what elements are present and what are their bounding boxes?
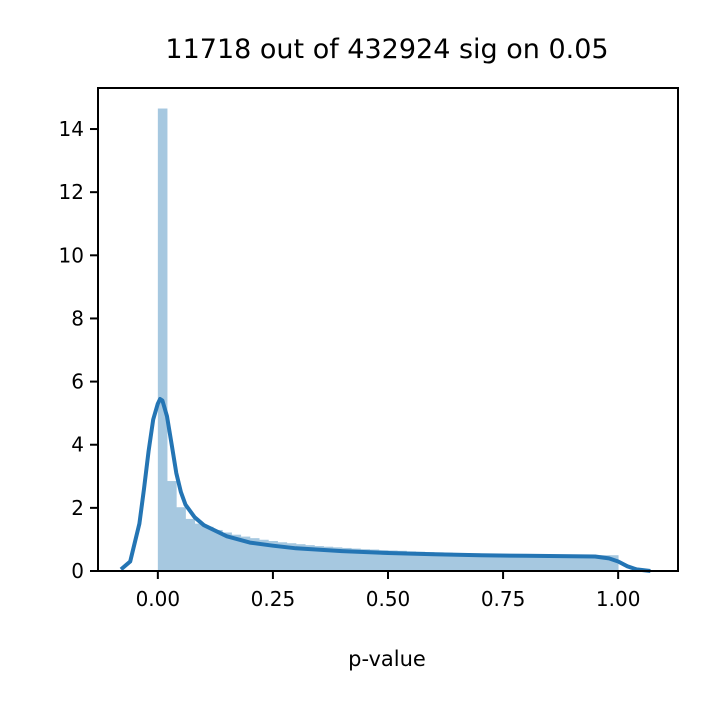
x-tick-label: 1.00 bbox=[596, 587, 641, 611]
histogram-bar bbox=[397, 550, 407, 571]
y-tick-label: 4 bbox=[71, 433, 84, 457]
histogram-bar bbox=[562, 555, 573, 571]
histogram-bar bbox=[231, 534, 242, 571]
y-axis: 0 2 4 6 8 10 12 14 bbox=[59, 117, 98, 583]
histogram-bar bbox=[553, 554, 564, 571]
histogram-bar bbox=[157, 108, 168, 572]
histogram-bar bbox=[295, 544, 306, 571]
histogram-bar bbox=[434, 552, 444, 571]
chart-title: 11718 out of 432924 sig on 0.05 bbox=[165, 34, 608, 65]
histogram-bar bbox=[470, 553, 481, 571]
histogram-bar bbox=[415, 551, 426, 571]
histogram-bar bbox=[581, 555, 591, 571]
kde-line bbox=[119, 397, 651, 573]
histogram-bar bbox=[608, 555, 619, 571]
histogram-bar bbox=[332, 547, 343, 571]
histogram-bar bbox=[305, 545, 315, 571]
histogram-bar bbox=[572, 555, 582, 571]
y-tick-label: 6 bbox=[71, 370, 84, 394]
y-tick-label: 0 bbox=[71, 559, 84, 583]
x-tick-label: 0.00 bbox=[136, 587, 181, 611]
x-tick-label: 0.50 bbox=[366, 587, 411, 611]
histogram-bar bbox=[194, 523, 205, 571]
histogram-bar bbox=[351, 548, 361, 571]
y-tick-label: 12 bbox=[59, 180, 84, 204]
histogram-bar bbox=[590, 555, 601, 571]
x-tick-label: 0.25 bbox=[251, 587, 296, 611]
histogram-bar bbox=[369, 549, 380, 571]
y-tick-label: 14 bbox=[59, 117, 84, 141]
histogram-bar bbox=[516, 554, 527, 571]
histogram-bar bbox=[268, 541, 278, 571]
histogram-bar bbox=[388, 550, 398, 571]
histogram-bar bbox=[323, 546, 334, 571]
histogram-bar bbox=[599, 555, 610, 571]
y-tick-label: 8 bbox=[71, 306, 84, 330]
histogram-bar bbox=[535, 554, 545, 571]
histogram-bar bbox=[314, 546, 324, 571]
histogram-bar bbox=[203, 526, 214, 571]
histogram-bar bbox=[249, 538, 260, 571]
x-axis: 0.00 0.25 0.50 0.75 1.00 bbox=[136, 571, 641, 611]
y-tick-label: 10 bbox=[59, 243, 84, 267]
histogram-bar bbox=[452, 553, 463, 571]
histogram-bar bbox=[167, 481, 177, 571]
histogram bbox=[157, 108, 619, 572]
histogram-bar bbox=[360, 549, 370, 571]
histogram-bar bbox=[544, 554, 555, 571]
histogram-bar bbox=[341, 547, 352, 571]
histogram-bar bbox=[286, 543, 297, 571]
histogram-bar bbox=[507, 554, 518, 571]
histogram-bar bbox=[406, 551, 417, 571]
y-tick-label: 2 bbox=[71, 496, 84, 520]
histogram-bar bbox=[424, 552, 435, 571]
histogram-bar bbox=[461, 553, 472, 571]
histogram-bar bbox=[185, 518, 196, 571]
x-axis-label: p-value bbox=[348, 647, 426, 671]
histogram-bar bbox=[213, 529, 223, 571]
histogram-bar bbox=[378, 550, 389, 571]
x-tick-label: 0.75 bbox=[481, 587, 526, 611]
histogram-bar bbox=[259, 539, 269, 571]
histogram-bar bbox=[498, 553, 509, 571]
histogram-bar bbox=[480, 553, 490, 571]
histogram-bar bbox=[176, 507, 186, 571]
histogram-bar bbox=[526, 554, 536, 571]
histogram-bar bbox=[443, 552, 453, 571]
histogram-bar bbox=[240, 536, 251, 571]
histogram-bar bbox=[277, 542, 288, 571]
histogram-bar bbox=[489, 553, 499, 571]
histogram-bar bbox=[222, 532, 232, 571]
